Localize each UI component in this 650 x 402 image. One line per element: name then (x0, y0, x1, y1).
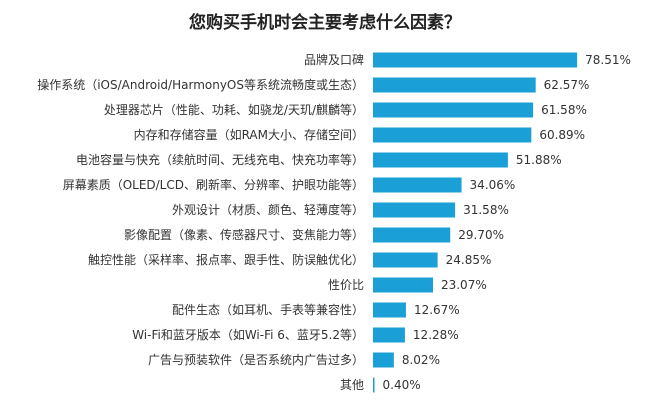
category-label: Wi-Fi和蓝牙版本（如Wi-Fi 6、蓝牙5.2等） (132, 327, 364, 342)
bar (373, 102, 534, 118)
bar (373, 77, 536, 93)
category-label: 处理器芯片（性能、功耗、如骁龙/天玑/麒麟等） (104, 102, 364, 117)
value-label: 31.58% (463, 203, 509, 217)
category-label: 配件生态（如耳机、手表等兼容性） (172, 302, 364, 317)
bar (373, 277, 433, 293)
bar (373, 202, 456, 218)
category-label: 性价比 (328, 278, 364, 292)
category-label: 触控性能（采样率、报点率、跟手性、防误触优化） (88, 252, 364, 267)
bar (373, 327, 405, 343)
category-label: 广告与预装软件（是否系统内广告过多） (148, 353, 364, 367)
category-label: 操作系统（iOS/Android/HarmonyOS等系统流畅度或生态） (37, 77, 364, 92)
value-label: 60.89% (539, 128, 585, 142)
value-label: 51.88% (516, 153, 562, 167)
bar (373, 302, 406, 318)
bar (373, 352, 394, 368)
category-label: 屏幕素质（OLED/LCD、刷新率、分辨率、护眼功能等） (63, 177, 364, 192)
value-label: 24.85% (446, 253, 492, 267)
bar (373, 252, 438, 268)
value-label: 29.70% (458, 228, 504, 242)
category-label: 影像配置（像素、传感器尺寸、变焦能力等） (124, 227, 364, 242)
bar (373, 52, 578, 68)
chart-title: 您购买手机时会主要考虑什么因素？ (189, 13, 461, 33)
category-label: 内存和存储容量（如RAM大小、存储空间） (134, 127, 364, 142)
value-label: 23.07% (441, 278, 487, 292)
category-label: 品牌及口碑 (304, 52, 364, 67)
bar (373, 227, 451, 243)
value-label: 78.51% (585, 53, 631, 67)
value-label: 12.28% (413, 328, 459, 342)
category-label: 电池容量与快充（续航时间、无线充电、快充功率等） (76, 152, 364, 167)
value-label: 34.06% (470, 178, 516, 192)
bar (373, 127, 532, 143)
bar (373, 377, 375, 393)
bar (373, 177, 462, 193)
value-label: 62.57% (544, 78, 590, 92)
value-label: 8.02% (402, 353, 440, 367)
value-label: 0.40% (383, 378, 421, 392)
category-label: 外观设计（材质、颜色、轻薄度等） (172, 202, 364, 217)
category-label: 其他 (340, 378, 364, 392)
value-label: 12.67% (414, 303, 460, 317)
bar (373, 152, 508, 168)
value-label: 61.58% (541, 103, 587, 117)
